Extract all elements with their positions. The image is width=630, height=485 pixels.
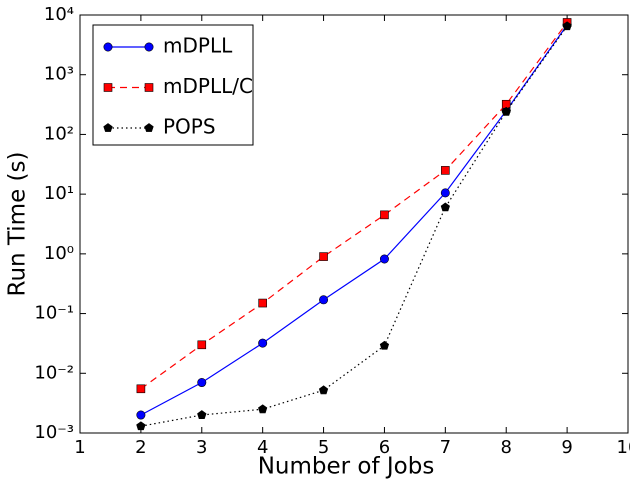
marker: [103, 42, 113, 52]
y-tick-label: 10⁴: [44, 4, 74, 25]
marker: [136, 384, 146, 394]
marker: [319, 295, 329, 305]
y-tick-label: 10⁰: [44, 243, 74, 264]
x-tick-label: 10: [617, 437, 630, 458]
x-tick-label: 6: [379, 437, 390, 458]
marker: [103, 83, 113, 92]
y-tick-label: 10⁻¹: [34, 303, 74, 324]
x-tick-label: 2: [135, 437, 146, 458]
marker: [380, 210, 389, 220]
marker: [562, 21, 572, 31]
x-tick-label: 9: [561, 437, 572, 458]
x-tick-label: 5: [318, 437, 329, 458]
legend-label: mDPLL/C: [163, 74, 253, 98]
marker: [144, 83, 154, 92]
marker: [440, 188, 450, 198]
marker: [144, 123, 154, 132]
marker: [379, 340, 390, 350]
marker: [440, 202, 450, 212]
marker: [144, 42, 154, 52]
marker: [103, 123, 113, 132]
legend-label: mDPLL: [163, 34, 233, 58]
marker: [136, 410, 146, 420]
marker: [379, 254, 389, 264]
y-tick-label: 10⁻²: [34, 362, 74, 383]
marker: [197, 378, 207, 388]
y-tick-label: 10³: [44, 64, 74, 85]
marker: [258, 404, 268, 414]
series-line: [140, 25, 568, 427]
x-tick-label: 1: [74, 437, 85, 458]
marker: [197, 410, 207, 420]
marker: [197, 340, 207, 350]
legend-label: POPS: [163, 115, 216, 139]
x-tick-label: 7: [440, 437, 451, 458]
x-tick-label: 4: [257, 437, 268, 458]
x-tick-label: 3: [196, 437, 207, 458]
plot-frame: [79, 14, 629, 434]
marker: [319, 252, 328, 261]
series-line: [140, 24, 568, 416]
legend-box: [92, 24, 254, 146]
x-axis-label: Number of Jobs: [258, 454, 435, 480]
y-tick-label: 10²: [44, 123, 74, 144]
series-line: [140, 22, 568, 390]
marker: [136, 421, 146, 431]
y-axis-label: Run Time (s): [5, 152, 31, 297]
y-tick-label: 10¹: [44, 183, 74, 204]
x-tick-label: 8: [500, 437, 511, 458]
y-tick-label: 10⁻³: [34, 422, 74, 443]
marker: [258, 298, 267, 308]
marker: [318, 385, 329, 395]
marker: [441, 166, 450, 175]
marker: [258, 338, 268, 348]
marker: [501, 106, 511, 116]
